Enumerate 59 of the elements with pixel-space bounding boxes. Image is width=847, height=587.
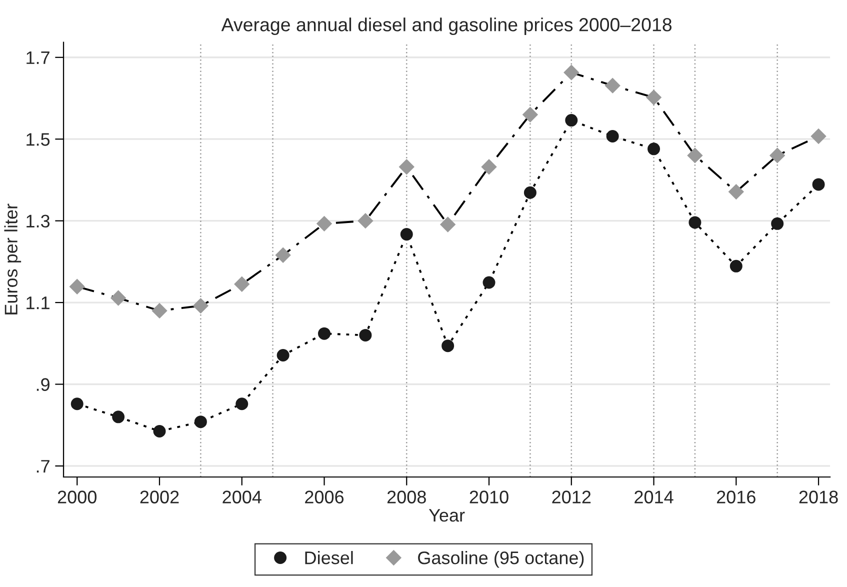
point: [730, 260, 742, 272]
x-tick-label: 2006: [305, 490, 344, 504]
x-tick-label: 2018: [799, 490, 838, 504]
y-tick-label: .7: [36, 460, 50, 473]
x-tick-label: 2008: [387, 490, 426, 504]
point: [110, 290, 126, 306]
y-tick-label: 1.7: [26, 52, 50, 64]
point: [646, 90, 662, 105]
point: [318, 327, 331, 340]
point: [688, 216, 702, 229]
point: [400, 228, 413, 241]
point: [728, 184, 744, 200]
point: [234, 276, 250, 292]
point: [153, 424, 166, 438]
chart-title: Average annual diesel and gasoline prices 2000–2018: [221, 18, 672, 36]
point: [193, 298, 208, 314]
point: [70, 398, 84, 410]
point: [442, 340, 454, 352]
point: [440, 216, 456, 232]
y-tick-label: 1.3: [26, 214, 50, 228]
x-tick-label: 2016: [716, 490, 756, 504]
point: [648, 142, 660, 156]
point: [194, 416, 207, 428]
y-tick-label: 1.1: [26, 296, 50, 310]
point: [810, 128, 826, 144]
point: [112, 410, 125, 424]
point: [275, 248, 291, 263]
point: [399, 159, 414, 174]
legend-label: Diesel: [305, 550, 353, 564]
point: [236, 398, 248, 410]
point: [481, 159, 497, 174]
point: [276, 348, 290, 362]
x-tick-label: 2004: [222, 490, 262, 504]
point: [522, 107, 538, 122]
point: [564, 64, 579, 80]
point: [605, 78, 620, 94]
y-tick-label: 1.5: [26, 133, 50, 146]
point: [70, 279, 85, 294]
point: [358, 213, 374, 228]
y-axis-title: Euros per liter: [4, 204, 22, 314]
x-tick-label: 2000: [58, 490, 96, 504]
point: [565, 114, 578, 127]
x-tick-label: 2012: [552, 490, 591, 504]
point: [152, 303, 168, 318]
point: [606, 130, 619, 142]
point: [482, 276, 496, 289]
x-tick-label: 2002: [140, 490, 179, 504]
point: [770, 148, 785, 164]
point: [316, 216, 332, 232]
point: [812, 178, 825, 191]
point: [771, 217, 784, 230]
y-tick-label: .9: [36, 378, 50, 391]
x-axis-title: Year: [428, 509, 465, 522]
x-tick-label: 2014: [634, 490, 674, 504]
legend-label: Gasoline (95 octane): [418, 550, 584, 568]
point: [524, 186, 536, 199]
x-tick-label: 2010: [470, 490, 508, 504]
point: [359, 328, 372, 342]
point: [687, 148, 703, 164]
